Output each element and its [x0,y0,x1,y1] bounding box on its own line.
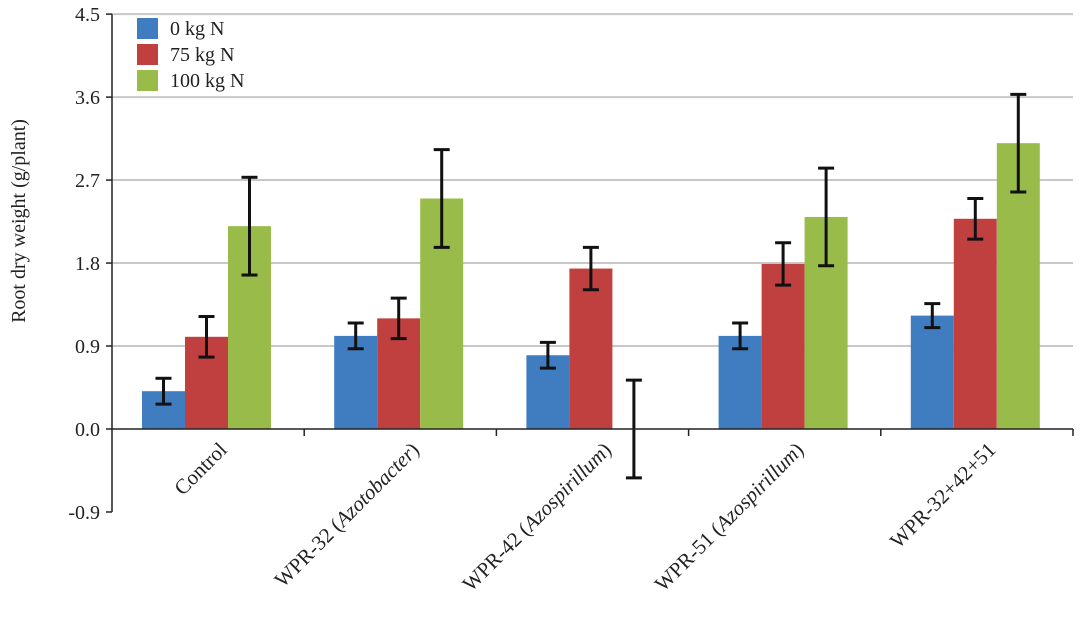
bar [334,335,378,429]
legend-label: 75 kg N [170,44,234,66]
legend-label: 100 kg N [170,70,244,92]
legend: 0 kg N 75 kg N 100 kg N [137,18,244,92]
y-tick-label: 4.5 [75,4,100,26]
bar [761,263,805,429]
bar [953,218,997,429]
y-tick-label: -0.9 [68,502,100,524]
legend-swatch [137,44,158,65]
y-tick-label: 3.6 [75,87,100,109]
y-tick-labels: -0.9 0.0 0.9 1.8 2.7 3.6 4.5 [68,4,100,524]
y-tick-label: 0.9 [75,336,100,358]
y-tick-label: 1.8 [75,253,100,275]
bars [142,143,1040,429]
y-tick-label: 2.7 [75,170,100,192]
axes [106,13,1074,513]
x-tick-label: WPR-51 (Azospirillum) [650,438,808,596]
legend-swatch [137,18,158,39]
y-tick-label: 0.0 [75,419,100,441]
x-tick-label: WPR-32+42+51 [885,438,1000,553]
bar [569,268,613,429]
x-tick-label: WPR-42 (Azospirillum) [458,438,616,596]
y-axis-label: Root dry weight (g/plant) [8,119,30,323]
x-tick-label: WPR-32 (Azotobacter) [270,438,424,592]
legend-swatch [137,70,158,91]
x-tick-labels: Control WPR-32 (Azotobacter)WPR-42 (Azosp… [169,437,1000,596]
bar [910,315,954,429]
x-tick-label: Control [169,437,231,499]
bar [718,335,762,429]
legend-label: 0 kg N [170,18,224,40]
